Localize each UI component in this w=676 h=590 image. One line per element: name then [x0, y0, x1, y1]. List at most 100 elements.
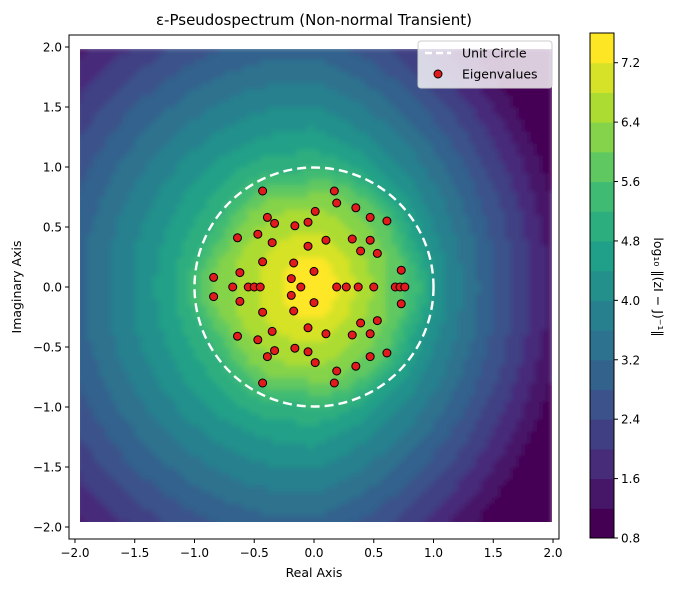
contour-cell	[182, 107, 190, 114]
contour-cell	[367, 221, 375, 228]
contour-cell	[403, 407, 411, 414]
contour-cell	[403, 497, 411, 504]
contour-cell	[278, 431, 285, 438]
contour-cell	[433, 215, 441, 222]
contour-cell	[80, 77, 82, 84]
contour-cell	[230, 179, 237, 186]
contour-cell	[98, 275, 106, 282]
contour-cell	[230, 251, 237, 258]
contour-cell	[349, 101, 357, 108]
contour-cell	[224, 437, 231, 444]
contour-cell	[176, 335, 184, 342]
contour-cell	[182, 359, 190, 366]
contour-cell	[140, 455, 148, 462]
contour-cell	[254, 437, 261, 444]
contour-cell	[260, 485, 267, 492]
contour-cell	[176, 233, 184, 240]
contour-cell	[188, 473, 196, 480]
contour-cell	[373, 335, 381, 342]
contour-cell	[206, 179, 214, 186]
contour-cell	[391, 509, 399, 516]
contour-cell	[290, 149, 297, 156]
contour-cell	[206, 431, 214, 438]
contour-cell	[355, 461, 363, 468]
contour-cell	[86, 329, 94, 336]
contour-cell	[272, 143, 279, 150]
contour-cell	[290, 179, 297, 186]
contour-cell	[415, 245, 423, 252]
contour-cell	[397, 491, 405, 498]
contour-cell	[152, 143, 160, 150]
contour-cell	[314, 77, 321, 84]
contour-cell	[134, 521, 142, 522]
contour-cell	[421, 221, 429, 228]
contour-cell	[325, 281, 333, 288]
contour-cell	[194, 341, 202, 348]
contour-cell	[158, 521, 166, 522]
contour-cell	[391, 119, 399, 126]
contour-cell	[314, 449, 321, 456]
contour-cell	[200, 155, 208, 162]
contour-cell	[80, 419, 82, 426]
contour-cell	[427, 203, 435, 210]
contour-cell	[355, 101, 363, 108]
contour-cell	[421, 521, 429, 522]
contour-cell	[314, 89, 321, 96]
contour-cell	[188, 173, 196, 180]
contour-cell	[409, 491, 417, 498]
contour-cell	[397, 377, 405, 384]
contour-cell	[302, 107, 309, 114]
contour-cell	[296, 437, 303, 444]
contour-cell	[176, 521, 184, 522]
contour-cell	[415, 257, 423, 264]
contour-cell	[272, 479, 279, 486]
contour-cell	[248, 389, 255, 396]
contour-cell	[110, 389, 118, 396]
contour-cell	[397, 449, 405, 456]
contour-cell	[86, 113, 94, 120]
contour-cell	[314, 431, 321, 438]
contour-cell	[146, 473, 154, 480]
contour-cell	[343, 155, 351, 162]
contour-cell	[421, 425, 429, 432]
contour-cell	[140, 49, 148, 54]
contour-cell	[385, 167, 393, 174]
contour-cell	[421, 401, 429, 408]
contour-cell	[80, 281, 88, 288]
contour-cell	[134, 431, 142, 438]
contour-cell	[104, 509, 112, 516]
contour-cell	[188, 71, 196, 78]
contour-cell	[427, 287, 435, 294]
contour-cell	[331, 161, 339, 168]
contour-cell	[337, 179, 345, 186]
contour-cell	[379, 287, 387, 294]
contour-cell	[182, 257, 190, 264]
contour-cell	[290, 395, 297, 402]
contour-cell	[421, 185, 429, 192]
contour-cell	[421, 485, 429, 492]
contour-cell	[290, 137, 297, 144]
contour-cell	[158, 455, 166, 462]
contour-cell	[206, 305, 214, 312]
contour-cell	[391, 341, 399, 348]
contour-cell	[278, 479, 285, 486]
contour-cell	[134, 347, 142, 354]
contour-cell	[349, 413, 357, 420]
contour-cell	[433, 365, 441, 372]
contour-cell	[86, 305, 94, 312]
contour-cell	[86, 89, 94, 96]
contour-cell	[188, 491, 196, 498]
contour-cell	[373, 497, 381, 504]
contour-cell	[164, 197, 172, 204]
contour-cell	[128, 89, 136, 96]
contour-cell	[343, 143, 351, 150]
contour-cell	[164, 257, 172, 264]
contour-cell	[116, 251, 124, 258]
contour-cell	[236, 239, 243, 246]
contour-cell	[314, 389, 321, 396]
contour-cell	[427, 359, 435, 366]
contour-cell	[278, 293, 285, 300]
contour-cell	[427, 179, 435, 186]
contour-cell	[367, 191, 375, 198]
contour-cell	[361, 425, 369, 432]
